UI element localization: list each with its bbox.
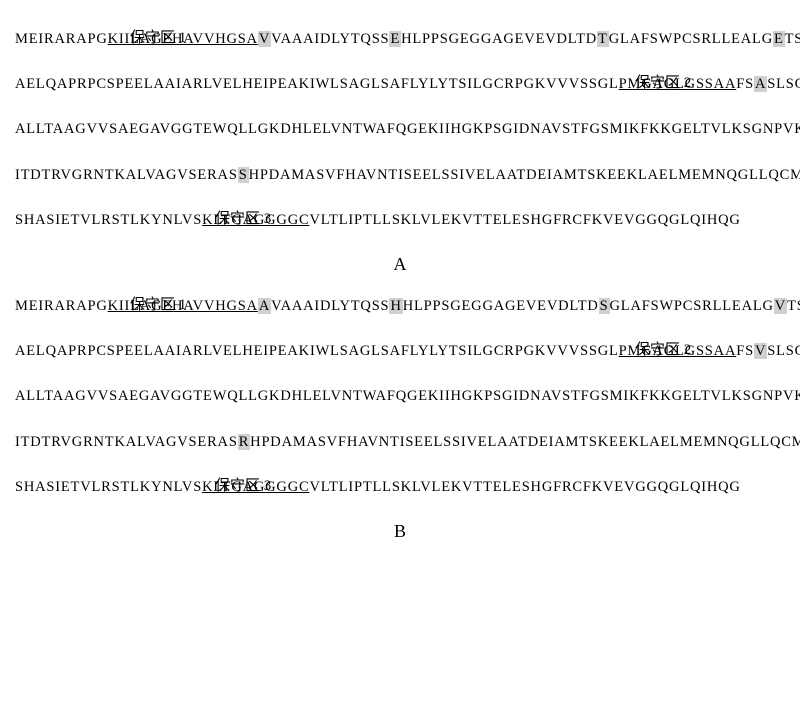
region-label-3a: 保守区 3 (215, 207, 271, 228)
seg: SHASIETVLRSTLKYNLVS (15, 212, 202, 228)
region-label-3b: 保守区 3 (215, 474, 271, 495)
seg: FS (736, 76, 754, 92)
seq-line-b4: ITDTRVGRNTKALVAGVSERASRHPDAMASVFHAVNTISE… (15, 431, 785, 454)
row-a1: 保守区 1 MEIRARAPGKIILAGEHAVVHGSAVVAAAIDLYT… (15, 28, 785, 51)
seq-line-b5: SHASIETVLRSTLKYNLVSKLTGAGGGGCVLTLIPTLLSK… (15, 476, 785, 499)
seg: AELQAPRPCSPEELAAIARLVELHEIPEAKIWLSAGLSAF… (15, 76, 619, 92)
row-b1: 保守区 1 MEIRARAPGKIILAGEHAVVHGSAAVAAAIDLYT… (15, 295, 785, 318)
seg: VLTLIPTLLSKLVLEKVTTELESHGFRCFKVEVGGQGLQI… (309, 212, 740, 228)
region-label-1a: 保守区 1 (130, 26, 186, 47)
seg-highlight: A (258, 298, 271, 314)
panel-a-label: A (15, 254, 785, 275)
row-b2: 保守区 2 AELQAPRPCSPEELAAIARLVELHEIPEAKIWLS… (15, 340, 785, 363)
seg: MEIRARAPG (15, 31, 108, 47)
row-a5: 保守区 3 SHASIETVLRSTLKYNLVSKLTGAGGGGCVLTLI… (15, 209, 785, 232)
seg: VLTLIPTLLSKLVLEKVTTELESHGFRCFKVEVGGQGLQI… (309, 479, 740, 495)
seg: ALLTAAGVVSAEGAVGGTEWQLLGKDHLELVNTWAFQGEK… (15, 388, 800, 404)
seg-highlight: S (599, 298, 610, 314)
seg: TSRK (787, 298, 800, 314)
seg: ITDTRVGRNTKALVAGVSERAS (15, 434, 238, 450)
seg: HLPPSGEGGAGEVEVDLTD (403, 298, 599, 314)
panel-a: 保守区 1 MEIRARAPGKIILAGEHAVVHGSAVVAAAIDLYT… (15, 28, 785, 275)
seg: AELQAPRPCSPEELAAIARLVELHEIPEAKIWLSAGLSAF… (15, 343, 619, 359)
seg: SLSG (767, 76, 800, 92)
seg: VAAAIDLYTQSS (271, 31, 389, 47)
seg: TSRK (785, 31, 800, 47)
seg: SLSG (767, 343, 800, 359)
seg: FS (736, 343, 754, 359)
seg-highlight: R (238, 434, 250, 450)
seg-highlight: T (597, 31, 609, 47)
seg: SHASIETVLRSTLKYNLVS (15, 479, 202, 495)
row-a2: 保守区 2 AELQAPRPCSPEELAAIARLVELHEIPEAKIWLS… (15, 73, 785, 96)
row-b5: 保守区 3 SHASIETVLRSTLKYNLVSKLTGAGGGGCVLTLI… (15, 476, 785, 499)
seg: HPDAMASVFHAVNTISEELSSIVELAATDEIAMTSKEEKL… (250, 434, 800, 450)
seg: VAAAIDLYTQSS (271, 298, 389, 314)
seg: HLPPSGEGGAGEVEVDLTD (401, 31, 597, 47)
seq-line-a5: SHASIETVLRSTLKYNLVSKLTGAGGGGCVLTLIPTLLSK… (15, 209, 785, 232)
region-label-1b: 保守区 1 (130, 293, 186, 314)
seq-line-a3: ALLTAAGVVSAEGAVGGTEWQLLGKDHLELVNTWAFQGEK… (15, 118, 785, 141)
seg: MEIRARAPG (15, 298, 108, 314)
seg: GLAFSWPCSRLLEALG (610, 298, 774, 314)
seg: HPDAMASVFHAVNTISEELSSIVELAATDEIAMTSKEEKL… (249, 167, 800, 183)
seg-highlight: A (754, 76, 767, 92)
seg-highlight: V (754, 343, 767, 359)
seg-highlight: H (389, 298, 402, 314)
seg-highlight: S (238, 167, 249, 183)
panel-b: 保守区 1 MEIRARAPGKIILAGEHAVVHGSAAVAAAIDLYT… (15, 295, 785, 542)
seq-line-b3: ALLTAAGVVSAEGAVGGTEWQLLGKDHLELVNTWAFQGEK… (15, 385, 785, 408)
panel-b-label: B (15, 521, 785, 542)
region-label-2a: 保守区 2 (635, 71, 691, 92)
seq-line-a4: ITDTRVGRNTKALVAGVSERASSHPDAMASVFHAVNTISE… (15, 164, 785, 187)
seg-highlight: E (389, 31, 401, 47)
seg-highlight: V (774, 298, 787, 314)
seg-highlight: E (773, 31, 785, 47)
seg: ITDTRVGRNTKALVAGVSERAS (15, 167, 238, 183)
region-label-2b: 保守区 2 (635, 338, 691, 359)
seg: GLAFSWPCSRLLEALG (609, 31, 773, 47)
seg: ALLTAAGVVSAEGAVGGTEWQLLGKDHLELVNTWAFQGEK… (15, 121, 800, 137)
seg-highlight: V (258, 31, 271, 47)
